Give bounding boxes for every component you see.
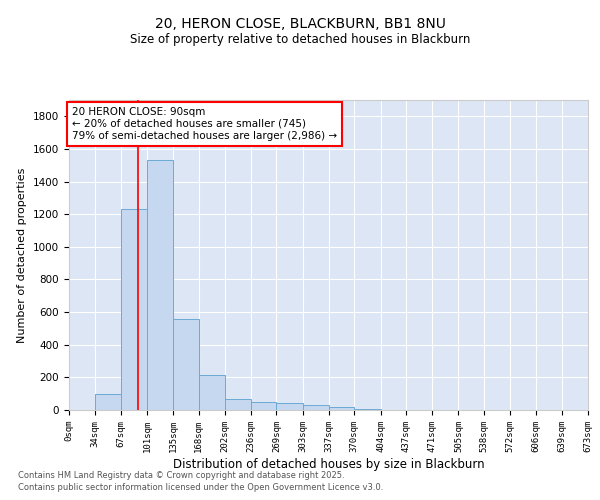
Bar: [95, 394, 121, 410]
Bar: [147, 160, 173, 410]
Text: 20 HERON CLOSE: 90sqm
← 20% of detached houses are smaller (745)
79% of semi-det: 20 HERON CLOSE: 90sqm ← 20% of detached …: [72, 108, 337, 140]
Bar: [251, 402, 277, 410]
Y-axis label: Number of detached properties: Number of detached properties: [17, 168, 28, 342]
X-axis label: Distribution of detached houses by size in Blackburn: Distribution of detached houses by size …: [173, 458, 484, 470]
Bar: [329, 407, 355, 410]
Text: Size of property relative to detached houses in Blackburn: Size of property relative to detached ho…: [130, 32, 470, 46]
Bar: [121, 210, 147, 410]
Bar: [302, 405, 329, 410]
Text: Contains HM Land Registry data © Crown copyright and database right 2025.: Contains HM Land Registry data © Crown c…: [18, 470, 344, 480]
Text: Contains public sector information licensed under the Open Government Licence v3: Contains public sector information licen…: [18, 483, 383, 492]
Bar: [199, 375, 225, 410]
Bar: [173, 318, 199, 410]
Text: 20, HERON CLOSE, BLACKBURN, BB1 8NU: 20, HERON CLOSE, BLACKBURN, BB1 8NU: [155, 18, 445, 32]
Bar: [225, 398, 251, 410]
Bar: [277, 404, 302, 410]
Bar: [355, 409, 380, 410]
